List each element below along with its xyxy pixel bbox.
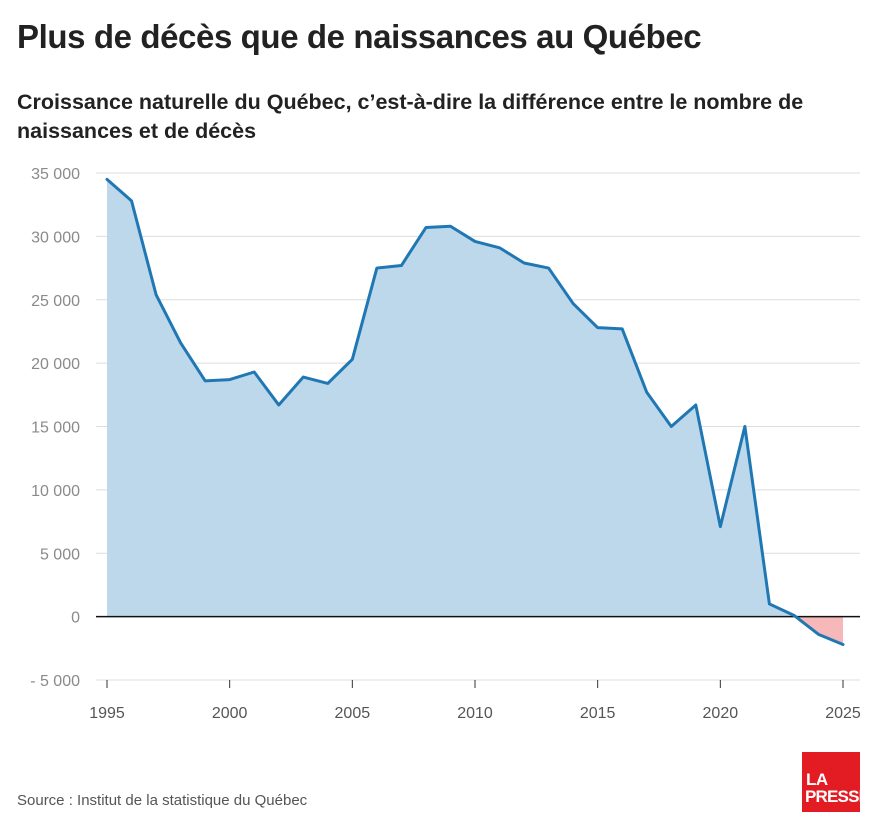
area-chart: - 5 000 0 5 000 10 000 15 000 20 000 25 000 30 … <box>30 166 861 722</box>
y-tick-label: 0 <box>71 610 80 627</box>
logo-line-2: PRESSE <box>805 787 870 806</box>
y-tick-label: - 5 000 <box>30 673 80 690</box>
chart-subtitle: Croissance naturelle du Québec, c’est-à-… <box>17 90 804 143</box>
x-tick-label: 2020 <box>703 705 739 722</box>
y-tick-label: 15 000 <box>31 420 80 437</box>
y-tick-label: 30 000 <box>31 229 80 246</box>
x-tick-label: 2025 <box>825 705 861 722</box>
x-tick-label: 2015 <box>580 705 616 722</box>
la-presse-logo: LA PRESSE <box>802 752 870 812</box>
x-tick-label: 2005 <box>335 705 371 722</box>
y-tick-label: 35 000 <box>31 166 80 183</box>
area-fill <box>107 179 843 645</box>
y-tick-label: 5 000 <box>40 546 80 563</box>
y-tick-label: 20 000 <box>31 356 80 373</box>
y-tick-label: 25 000 <box>31 293 80 310</box>
chart-title: Plus de décès que de naissances au Québe… <box>17 18 702 55</box>
x-tick-label: 1995 <box>89 705 125 722</box>
x-tick-label: 2000 <box>212 705 248 722</box>
x-tick-label: 2010 <box>457 705 493 722</box>
source-note: Source : Institut de la statistique du Q… <box>17 792 308 809</box>
x-axis-ticks: 1995 2000 2005 2010 2015 2020 2025 <box>89 680 861 722</box>
y-axis-ticks: - 5 000 0 5 000 10 000 15 000 20 000 25 000 30 … <box>30 166 80 690</box>
series-line <box>105 177 845 647</box>
area-negative <box>107 616 843 645</box>
area-positive <box>107 179 843 617</box>
y-tick-label: 10 000 <box>31 483 80 500</box>
logo-line-1: LA <box>806 770 828 789</box>
natural-growth-line <box>105 177 845 647</box>
